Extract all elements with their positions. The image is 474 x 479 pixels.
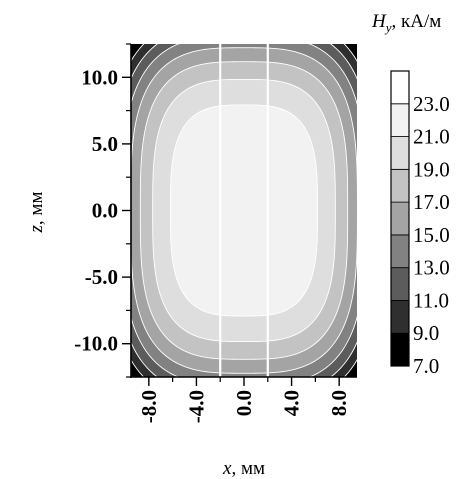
colorbar-frame: [390, 70, 410, 367]
colorbar: 7.0 9.0 11.0 13.0 15.0 17.0 19.0 21.0 23.0 Hy, кА…: [371, 11, 450, 378]
colorbar-swatch-4: [390, 201, 410, 236]
colorbar-level-label: 19.0: [413, 157, 450, 181]
colorbar-swatch-0: [390, 332, 410, 367]
colorbar-swatch-6: [390, 136, 410, 170]
band-7: [169, 104, 319, 317]
plot-area: [131, 44, 357, 377]
x-tick-label: 0.0: [232, 390, 256, 416]
colorbar-level-label: 9.0: [413, 321, 439, 345]
x-axis-symbol: x: [222, 458, 232, 479]
colorbar-level-label: 11.0: [413, 288, 449, 312]
y-axis-label: z, мм: [26, 192, 47, 234]
colorbar-swatch-3: [390, 234, 410, 269]
colorbar-title: Hy, кА/м: [371, 11, 441, 35]
colorbar-level-label: 7.0: [413, 354, 439, 378]
y-axis: 10.0 5.0 0.0 -5.0 -10.0 z, мм: [26, 43, 132, 378]
colorbar-level-label: 23.0: [413, 92, 450, 116]
colorbar-level-label: 13.0: [413, 256, 450, 280]
x-axis: -8.0 -4.0 0.0 4.0 8.0 x, мм: [130, 376, 357, 479]
colorbar-swatch-2: [390, 267, 410, 301]
colorbar-level-label: 17.0: [413, 190, 450, 214]
y-tick-label: -5.0: [85, 265, 118, 289]
colorbar-swatch-5: [390, 168, 410, 203]
colorbar-level-label: 15.0: [413, 223, 450, 247]
x-axis-label: x, мм: [222, 458, 265, 479]
x-tick-label: 8.0: [327, 390, 351, 416]
x-tick-label: 4.0: [280, 390, 304, 416]
x-tick-label: -8.0: [137, 390, 161, 423]
y-axis-symbol: z: [26, 224, 47, 233]
x-tick-label: -4.0: [184, 390, 208, 423]
y-tick-label: 10.0: [81, 65, 118, 89]
colorbar-title-unit: , кА/м: [392, 11, 442, 32]
x-axis-unit: , мм: [231, 458, 265, 479]
y-tick-label: -10.0: [74, 332, 118, 356]
colorbar-level-label: 21.0: [413, 125, 450, 149]
y-axis-unit: , мм: [26, 192, 47, 226]
colorbar-swatch-7: [390, 103, 410, 137]
y-tick-label: 0.0: [92, 199, 118, 223]
colorbar-title-subscript: y: [384, 20, 392, 35]
y-tick-label: 5.0: [92, 132, 118, 156]
colorbar-swatch-8: [390, 70, 410, 105]
colorbar-title-symbol: H: [371, 11, 387, 32]
colorbar-swatch-1: [390, 300, 410, 334]
